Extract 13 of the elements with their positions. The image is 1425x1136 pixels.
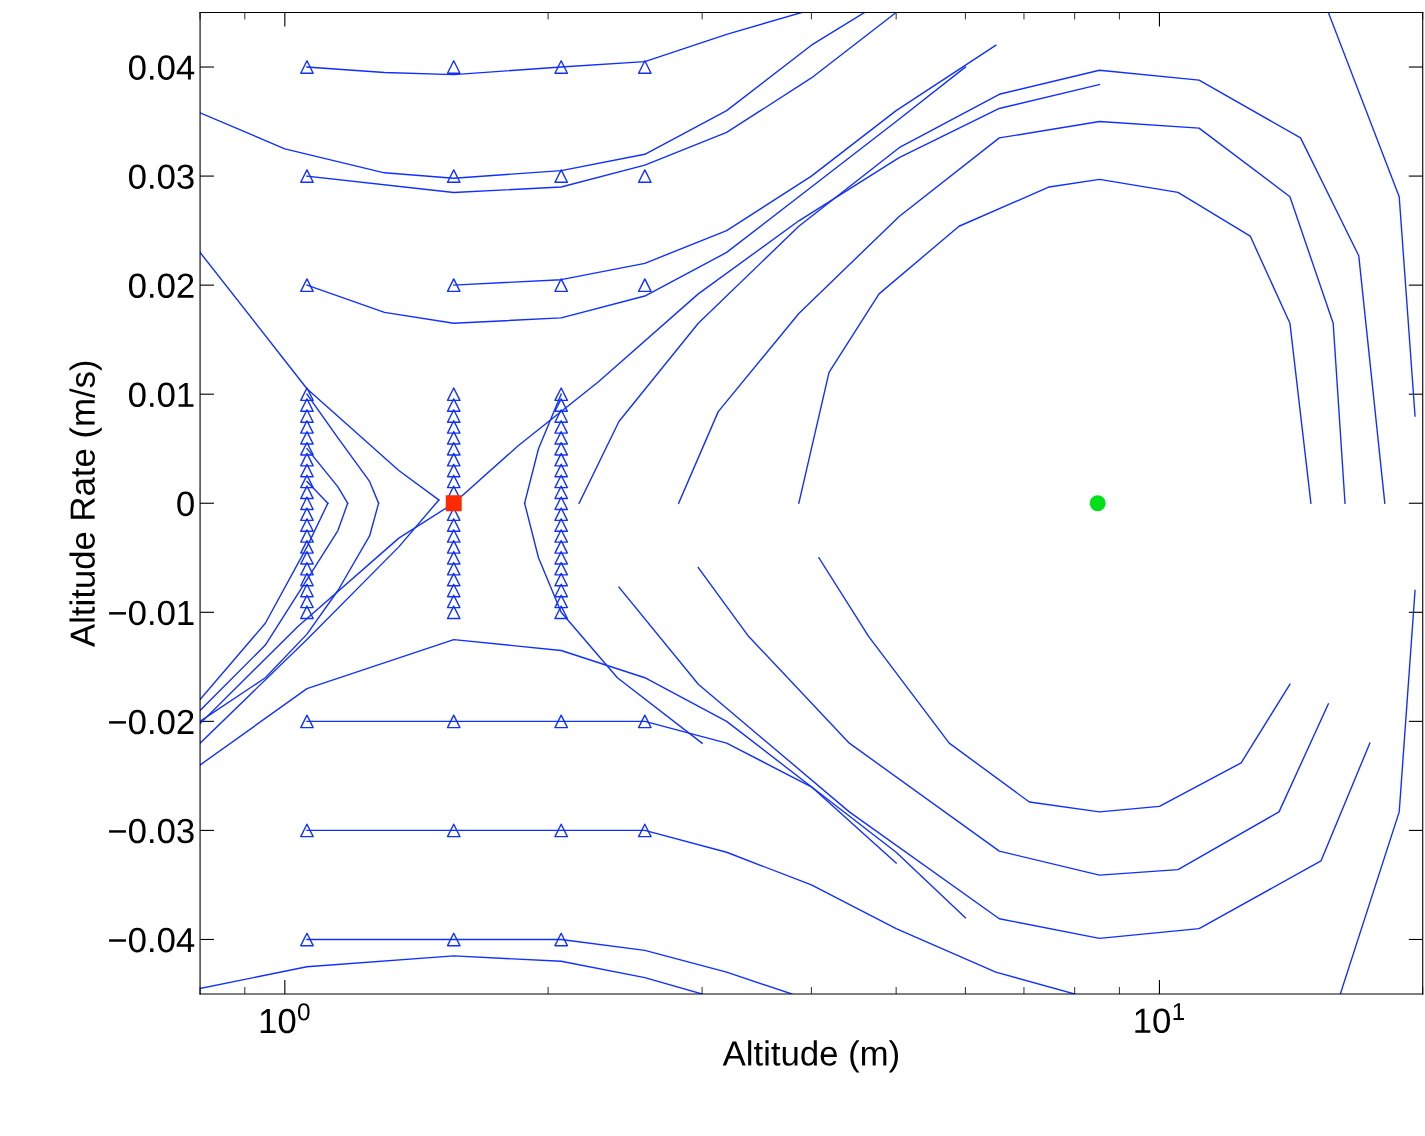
y-tick-label: 0.04 bbox=[128, 55, 195, 80]
y-tick-label: 0.02 bbox=[128, 273, 194, 299]
x-axis-title: Altitude (m) bbox=[722, 1040, 898, 1073]
y-tick-label: −0.02 bbox=[109, 709, 194, 735]
x-tick-label: 10$^{1}$ bbox=[1135, 1003, 1184, 1034]
x-tick-label: 10$^{0}$ bbox=[260, 1003, 310, 1034]
y-tick-label: 0.01 bbox=[128, 382, 194, 408]
y-tick-label: 0.03 bbox=[128, 164, 194, 189]
y-tick-label: −0.04 bbox=[109, 927, 195, 953]
y-tick-label: −0.03 bbox=[109, 818, 194, 844]
y-axis-title: Altitude Rate (m/s) bbox=[69, 361, 102, 647]
y-tick-label: −0.01 bbox=[109, 600, 194, 626]
y-tick-label: 0 bbox=[177, 491, 194, 517]
